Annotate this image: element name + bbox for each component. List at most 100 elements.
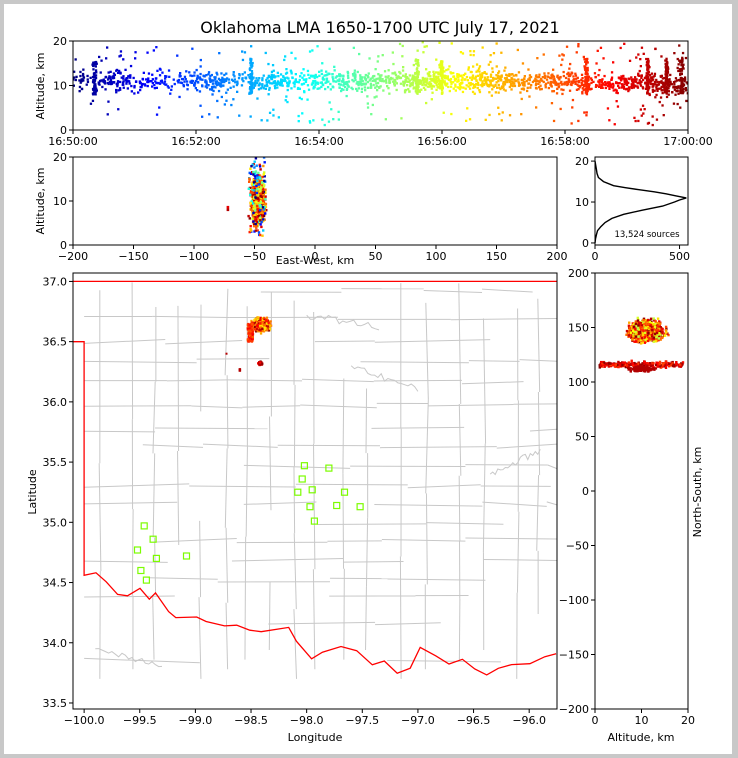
source-point bbox=[256, 221, 259, 224]
source-point bbox=[301, 112, 304, 115]
source-point bbox=[217, 82, 220, 85]
source-point bbox=[262, 229, 265, 232]
source-point bbox=[488, 113, 491, 117]
source-point bbox=[278, 82, 281, 86]
source-point bbox=[260, 220, 263, 224]
source-point bbox=[634, 119, 637, 123]
source-point bbox=[665, 95, 669, 99]
source-point bbox=[354, 73, 357, 76]
source-point bbox=[430, 79, 433, 82]
source-point bbox=[225, 99, 228, 102]
source-point bbox=[504, 66, 507, 69]
source-point bbox=[523, 81, 526, 84]
source-point bbox=[567, 78, 570, 81]
source-point bbox=[232, 71, 235, 74]
source-point bbox=[441, 69, 445, 73]
source-point bbox=[388, 78, 391, 81]
source-point bbox=[630, 78, 634, 81]
source-point bbox=[264, 51, 267, 55]
source-point bbox=[544, 86, 547, 89]
source-point bbox=[258, 177, 262, 180]
source-point bbox=[201, 78, 204, 81]
source-point bbox=[619, 46, 622, 50]
source-point bbox=[272, 69, 275, 72]
source-point bbox=[261, 190, 265, 193]
source-point bbox=[568, 67, 571, 70]
source-point bbox=[509, 84, 513, 87]
source-point bbox=[563, 83, 566, 86]
source-point bbox=[433, 77, 436, 80]
source-point bbox=[632, 86, 635, 89]
source-point bbox=[538, 86, 541, 89]
source-point bbox=[513, 84, 517, 88]
source-point bbox=[376, 60, 379, 63]
source-point bbox=[201, 115, 204, 118]
source-point bbox=[178, 95, 181, 99]
source-point bbox=[646, 76, 649, 80]
county-line bbox=[537, 392, 541, 476]
source-point bbox=[399, 82, 403, 85]
source-point bbox=[661, 91, 664, 95]
source-point bbox=[377, 73, 380, 76]
source-point bbox=[347, 80, 351, 83]
source-point bbox=[534, 77, 537, 80]
source-point bbox=[421, 83, 424, 87]
source-point bbox=[241, 58, 245, 62]
source-point bbox=[587, 88, 590, 91]
source-point bbox=[345, 81, 349, 84]
source-point bbox=[93, 92, 97, 95]
source-point bbox=[646, 69, 649, 72]
source-point bbox=[622, 77, 625, 80]
source-point bbox=[249, 229, 253, 232]
source-point bbox=[251, 188, 254, 191]
source-point bbox=[261, 83, 264, 86]
source-point bbox=[424, 88, 427, 91]
source-point bbox=[495, 74, 498, 77]
source-point bbox=[93, 75, 96, 78]
county-line bbox=[269, 416, 272, 511]
source-point bbox=[283, 76, 286, 80]
source-point bbox=[470, 70, 473, 74]
source-point bbox=[391, 80, 395, 83]
source-point bbox=[232, 98, 235, 101]
source-point bbox=[639, 65, 642, 68]
source-point bbox=[584, 75, 587, 79]
source-point bbox=[568, 89, 572, 92]
source-point bbox=[488, 91, 491, 94]
source-point bbox=[685, 99, 688, 103]
source-point bbox=[209, 74, 212, 78]
source-point bbox=[665, 88, 669, 91]
source-point bbox=[253, 166, 256, 169]
source-point bbox=[257, 171, 260, 175]
source-point bbox=[641, 104, 645, 107]
source-point bbox=[492, 76, 495, 80]
source-point bbox=[440, 80, 443, 83]
source-point bbox=[401, 44, 404, 48]
source-point bbox=[432, 79, 436, 82]
source-point bbox=[392, 62, 395, 66]
source-point bbox=[468, 118, 472, 121]
source-point bbox=[474, 75, 478, 78]
source-point bbox=[622, 74, 625, 78]
source-point bbox=[489, 82, 492, 85]
source-point bbox=[491, 84, 494, 87]
source-point bbox=[445, 84, 448, 87]
source-point bbox=[255, 204, 259, 208]
source-point bbox=[360, 83, 363, 87]
source-point bbox=[209, 88, 212, 91]
source-point bbox=[610, 78, 613, 81]
source-point bbox=[577, 119, 580, 123]
source-point bbox=[383, 70, 387, 73]
source-point bbox=[600, 80, 603, 84]
source-point bbox=[146, 80, 149, 84]
source-point bbox=[415, 90, 419, 93]
source-point bbox=[659, 96, 663, 99]
source-point bbox=[257, 193, 261, 197]
source-point bbox=[216, 99, 219, 103]
source-point bbox=[115, 91, 118, 94]
source-point bbox=[316, 82, 320, 85]
source-point bbox=[122, 86, 125, 89]
source-point bbox=[684, 89, 688, 92]
source-point bbox=[511, 77, 514, 80]
source-point bbox=[251, 217, 254, 220]
